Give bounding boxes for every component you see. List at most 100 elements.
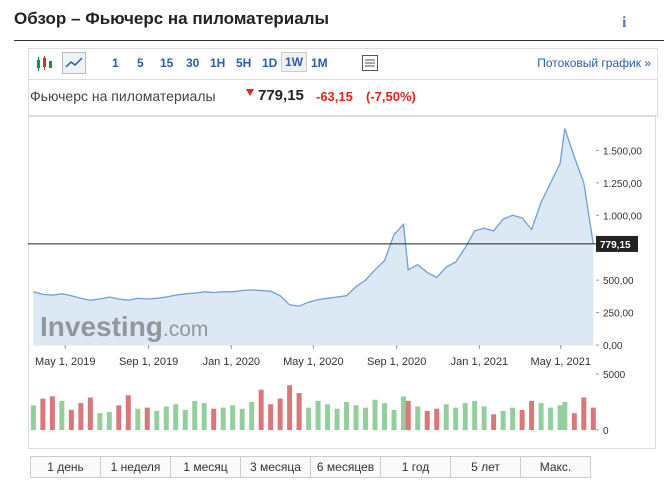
range-button[interactable]: 1 год — [380, 456, 451, 478]
volume-bar — [220, 407, 226, 430]
x-tick-label: Sep 1, 2020 — [367, 356, 426, 368]
interval-button[interactable]: 5 — [137, 56, 144, 70]
range-button[interactable]: 1 день — [30, 456, 101, 478]
volume-bar — [453, 407, 459, 430]
volume-bar — [400, 396, 406, 430]
last-price-badge — [596, 235, 638, 252]
line-icon[interactable] — [62, 52, 86, 74]
range-group: 1 день 1 неделя 1 месяц 3 месяца 6 месяцев 1 … — [30, 456, 591, 478]
volume-bar — [239, 408, 245, 430]
volume-bar — [325, 404, 331, 430]
info-icon[interactable]: i — [622, 14, 627, 31]
volume-bar — [125, 395, 131, 430]
watermark-suffix: .com — [163, 318, 209, 341]
range-button[interactable]: 5 лет — [450, 456, 521, 478]
x-tick-label: Jan 1, 2021 — [451, 356, 509, 368]
volume-bar — [529, 400, 535, 430]
volume-bar — [40, 398, 46, 430]
volume-bar — [192, 400, 198, 430]
volume-bar — [182, 409, 188, 430]
candle-icon[interactable] — [35, 55, 53, 73]
volume-bar — [415, 406, 421, 430]
range-button[interactable]: 1 неделя — [100, 456, 171, 478]
interval-button[interactable]: 15 — [160, 56, 174, 70]
range-button[interactable]: 3 месяца — [240, 456, 311, 478]
volume-bar — [78, 403, 84, 430]
volume-bar — [372, 399, 378, 430]
volume-bar — [557, 405, 563, 430]
volume-bar — [249, 402, 255, 430]
quote-name: Фьючерс на пиломатериалы — [30, 88, 216, 104]
interval-button[interactable]: 30 — [186, 56, 200, 70]
y-tick-label: 1.250,00 — [603, 179, 642, 190]
volume-bar — [434, 408, 440, 430]
volume-bar — [68, 409, 74, 430]
volume-bar — [287, 385, 293, 430]
volume-bar — [538, 403, 544, 430]
volume-bar — [581, 397, 587, 430]
price-area — [33, 128, 594, 345]
y-tick-label: 250,00 — [603, 309, 634, 320]
volume-bar — [481, 406, 487, 430]
interval-button[interactable]: 1M — [311, 56, 328, 70]
volume-bar — [571, 413, 577, 430]
volume-bar — [201, 403, 207, 430]
volume-bar — [334, 408, 340, 430]
interval-button[interactable]: 1W — [281, 52, 307, 72]
interval-button[interactable]: 1 — [112, 56, 119, 70]
volume-bar — [590, 407, 596, 430]
volume-bar — [296, 393, 302, 430]
quote-change: -63,15 — [316, 89, 353, 104]
volume-bar — [363, 407, 369, 430]
y-tick-label: 1.000,00 — [603, 211, 642, 222]
last-price-label: 779,15 — [600, 240, 631, 251]
volume-bar — [87, 397, 93, 430]
range-button[interactable]: 6 месяцев — [310, 456, 381, 478]
volume-bar — [382, 403, 388, 430]
volume-bar — [277, 398, 283, 430]
x-tick-label: Jan 1, 2020 — [203, 356, 261, 368]
stream-link[interactable]: Потоковый график » — [537, 56, 651, 70]
volume-bar — [510, 407, 516, 430]
y-tick-label: 500,00 — [603, 276, 634, 287]
quote-row — [28, 79, 658, 117]
volume-bar — [391, 409, 397, 430]
volume-bar — [519, 409, 525, 430]
volume-bar — [424, 410, 430, 430]
volume-bar — [106, 412, 112, 430]
volume-tick-label: 0 — [603, 426, 609, 437]
range-button[interactable]: 1 месяц — [170, 456, 241, 478]
volume-bar — [405, 400, 411, 430]
interval-button[interactable]: 1D — [262, 56, 278, 70]
watermark: Investing.com — [40, 311, 208, 342]
volume-bar — [144, 407, 150, 430]
interval-button[interactable]: 5H — [236, 56, 252, 70]
volume-bar — [163, 406, 169, 430]
volume-bar — [59, 400, 65, 430]
volume-bar — [443, 404, 449, 430]
range-button[interactable]: Макс. — [520, 456, 591, 478]
settings-icon[interactable] — [361, 54, 379, 72]
down-arrow — [246, 89, 254, 96]
volume-bar — [462, 403, 468, 430]
chart: Investing.com 0,00 250,00 500,00 1.000,00 1.2… — [28, 115, 656, 449]
y-tick-label: 1.500,00 — [603, 146, 642, 157]
price-line — [33, 128, 594, 307]
x-tick-label: May 1, 2021 — [530, 356, 591, 368]
volume-bar — [500, 410, 506, 430]
volume-bar — [230, 405, 236, 430]
volume-bar — [135, 408, 141, 430]
chart-frame — [28, 115, 656, 449]
volume-bar — [154, 410, 160, 430]
page-title: Обзор – Фьючерс на пиломатериалы — [14, 9, 330, 28]
volume-bar — [173, 404, 179, 430]
toolbar: 1 5 15 30 1H 5H 1D 1W 1M Потоковый график » — [28, 48, 658, 79]
x-tick-label: May 1, 2020 — [283, 356, 344, 368]
volume-bar — [344, 402, 350, 430]
volume-bar — [315, 400, 321, 430]
interval-button[interactable]: 1H — [210, 56, 226, 70]
x-tick-label: May 1, 2019 — [35, 356, 96, 368]
volume-bar — [268, 404, 274, 430]
volume-bar — [562, 402, 568, 430]
